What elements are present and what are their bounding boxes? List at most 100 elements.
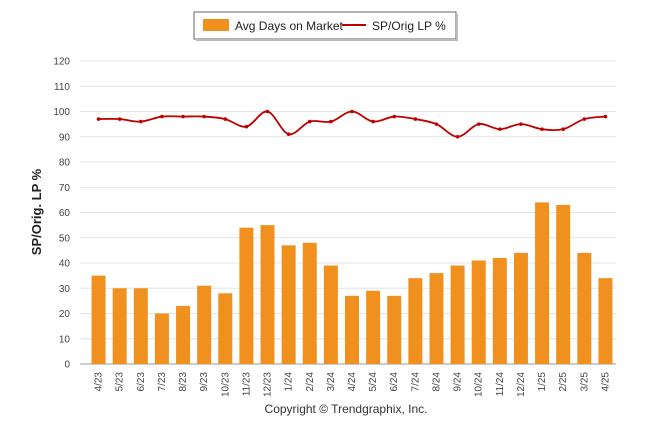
y-tick-label: 20 <box>59 309 71 320</box>
x-tick-label: 6/23 <box>136 372 147 392</box>
bar-days-on-market <box>281 245 296 364</box>
x-tick-label: 10/24 <box>474 372 485 397</box>
x-tick-label: 8/24 <box>431 372 442 392</box>
line-point-sp-orig-lp <box>96 117 101 121</box>
x-tick-label: 11/24 <box>495 372 506 397</box>
bar-days-on-market <box>577 252 592 364</box>
y-tick-label: 60 <box>59 208 71 219</box>
line-sp-orig-lp <box>96 109 608 139</box>
x-tick-label: 8/23 <box>178 372 189 392</box>
line-point-sp-orig-lp <box>582 117 587 121</box>
bar-days-on-market <box>535 202 550 364</box>
y-tick-label: 120 <box>53 57 70 68</box>
line-point-sp-orig-lp <box>350 109 354 114</box>
line-point-sp-orig-lp <box>223 117 228 121</box>
x-tick-label: 4/25 <box>600 372 611 392</box>
bar-days-on-market <box>556 204 571 364</box>
bar-days-on-market <box>112 288 127 364</box>
line-point-sp-orig-lp <box>244 124 249 129</box>
y-tick-label: 100 <box>53 107 70 118</box>
y-tick-label: 50 <box>59 233 71 244</box>
x-tick-label: 6/24 <box>389 372 400 392</box>
line-point-sp-orig-lp <box>181 114 185 119</box>
x-tick-label: 2/24 <box>305 372 316 392</box>
bar-days-on-market <box>450 265 465 364</box>
line-point-sp-orig-lp <box>202 114 206 119</box>
y-tick-label: 0 <box>64 360 70 371</box>
bar-days-on-market <box>176 305 191 364</box>
line-point-sp-orig-lp <box>413 117 418 121</box>
x-tick-label: 3/25 <box>579 372 590 392</box>
line-point-sp-orig-lp <box>139 119 143 124</box>
bar-days-on-market <box>513 252 528 364</box>
line-point-sp-orig-lp <box>561 127 565 131</box>
legend: Avg Days on Market SP/Orig LP % <box>193 11 458 41</box>
bar-days-on-market <box>302 242 317 364</box>
x-tick-label: 3/24 <box>326 372 337 392</box>
line-point-sp-orig-lp <box>392 114 397 119</box>
line-point-sp-orig-lp <box>160 114 164 119</box>
line-point-sp-orig-lp <box>286 132 291 137</box>
line-point-sp-orig-lp <box>498 127 502 131</box>
x-tick-label: 1/24 <box>284 372 295 392</box>
bar-days-on-market <box>133 288 148 364</box>
y-tick-label: 90 <box>59 132 71 143</box>
legend-shadow-right <box>456 14 458 41</box>
bar-days-on-market <box>154 313 169 364</box>
bar-days-on-market <box>471 260 486 364</box>
x-tick-label: 11/23 <box>241 372 252 397</box>
y-tick-label: 70 <box>59 183 71 194</box>
legend-label-days-on-market: Avg Days on Market <box>235 19 343 33</box>
line-point-sp-orig-lp <box>265 109 270 114</box>
line-point-sp-orig-lp <box>519 122 523 126</box>
bar-days-on-market <box>345 295 359 364</box>
y-tick-label: 110 <box>54 82 70 93</box>
x-tick-label: 5/23 <box>115 372 126 392</box>
bar-days-on-market <box>387 295 402 364</box>
bar-days-on-market <box>366 290 381 364</box>
bar-days-on-market <box>429 273 444 364</box>
line-point-sp-orig-lp <box>540 127 544 131</box>
y-tick-label: 80 <box>59 158 71 169</box>
legend-label-sp-orig-lp: SP/Orig LP % <box>372 19 446 33</box>
copyright-text: Copyright © Trendgraphix, Inc. <box>265 402 428 416</box>
x-tick-label: 9/24 <box>453 372 464 392</box>
x-tick-label: 12/24 <box>516 372 527 397</box>
bar-days-on-market <box>408 278 423 364</box>
x-axis-ticks: 4/23 5/23 6/23 7/23 8/23 9/23 10/23 11/23 12/23 1… <box>94 372 612 397</box>
y-tick-label: 10 <box>59 334 71 345</box>
bars-days-on-market <box>91 202 613 364</box>
legend-shadow-bottom <box>196 39 458 41</box>
x-tick-label: 4/24 <box>347 372 358 392</box>
bar-days-on-market <box>323 265 338 364</box>
x-tick-label: 10/23 <box>220 372 231 397</box>
line-point-sp-orig-lp <box>476 122 481 126</box>
line-point-sp-orig-lp <box>307 119 312 124</box>
x-tick-label: 12/23 <box>263 372 274 397</box>
y-tick-label: 40 <box>59 259 71 270</box>
line-point-sp-orig-lp <box>455 134 460 139</box>
x-tick-label: 7/24 <box>410 372 421 392</box>
line-point-sp-orig-lp <box>329 119 333 124</box>
bar-days-on-market <box>91 275 106 364</box>
line-point-sp-orig-lp <box>371 119 375 124</box>
line-point-sp-orig-lp <box>434 122 439 126</box>
x-tick-label: 4/23 <box>94 372 105 392</box>
line-path-sp-orig-lp <box>98 110 606 138</box>
line-point-sp-orig-lp <box>117 117 122 121</box>
bar-days-on-market <box>492 257 507 364</box>
bar-days-on-market <box>239 227 254 364</box>
bar-days-on-market <box>260 225 275 364</box>
bar-days-on-market <box>598 278 613 364</box>
x-tick-label: 5/24 <box>368 372 379 392</box>
x-tick-label: 2/25 <box>558 372 569 392</box>
bar-days-on-market <box>197 285 212 364</box>
x-tick-label: 7/23 <box>157 372 168 392</box>
legend-swatch-days-on-market <box>203 19 229 31</box>
bar-days-on-market <box>218 293 233 364</box>
x-tick-label: 1/25 <box>537 372 548 392</box>
x-tick-label: 9/23 <box>199 372 210 392</box>
line-point-sp-orig-lp <box>603 114 608 119</box>
legend-box <box>193 11 457 40</box>
